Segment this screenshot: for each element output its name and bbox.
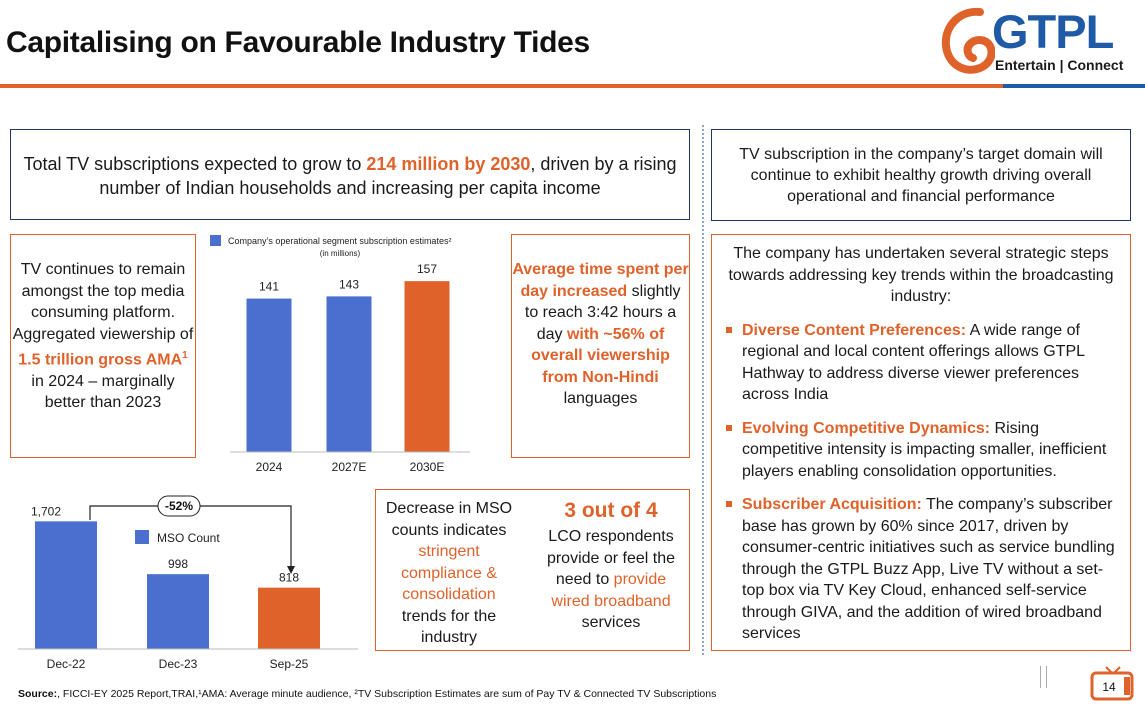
footer-rule bbox=[1046, 666, 1047, 688]
source-note: Source:, FICCI-EY 2025 Report,TRAI,¹AMA:… bbox=[18, 688, 716, 700]
item-heading: Diverse Content Preferences: bbox=[742, 321, 967, 339]
logo-swirl-icon bbox=[940, 6, 996, 76]
strategic-list: Diverse Content Preferences: A wide rang… bbox=[722, 320, 1120, 645]
header-rule-blue bbox=[1003, 84, 1145, 88]
chart-title: Company’s operational segment subscripti… bbox=[228, 236, 451, 246]
change-label: -52% bbox=[165, 499, 193, 513]
viewership-box: TV continues to remain amongst the top m… bbox=[10, 234, 196, 458]
data-label: 1,702 bbox=[31, 504, 61, 518]
viewership-text: TV continues to remain amongst the top m… bbox=[12, 261, 194, 343]
list-item: Evolving Competitive Dynamics: Rising co… bbox=[722, 418, 1120, 483]
tick-label: Dec-23 bbox=[159, 657, 198, 671]
item-body: The company’s subscriber base has grown … bbox=[742, 496, 1115, 642]
item-heading: Subscriber Acquisition: bbox=[742, 496, 922, 513]
lco-stat: 3 out of 4 bbox=[564, 499, 658, 522]
header-rule-orange bbox=[0, 84, 1003, 88]
bar bbox=[246, 298, 292, 452]
mso-lco-box: Decrease in MSO counts indicates stringe… bbox=[375, 489, 690, 651]
mso-text-start: Decrease in MSO counts indicates bbox=[385, 500, 513, 539]
tick-label: Sep-25 bbox=[270, 657, 309, 671]
mso-highlight: stringent compliance & consolidation bbox=[400, 543, 498, 603]
headline-box: Total TV subscriptions expected to grow … bbox=[10, 129, 690, 220]
tick-label: 2027E bbox=[332, 460, 367, 474]
strategic-intro: The company has undertaken several strat… bbox=[728, 245, 1114, 305]
footnote-marker: 1 bbox=[182, 350, 188, 361]
headline-text: Total TV subscriptions expected to grow … bbox=[23, 154, 367, 174]
right-summary-text: TV subscription in the company’s target … bbox=[739, 146, 1103, 205]
arrowhead-icon bbox=[287, 566, 295, 574]
mso-count-chart: MSO Count 1,702 Dec-22 998 Dec-23 818 Sep-25 … bbox=[8, 488, 370, 678]
list-item: Diverse Content Preferences: A wide rang… bbox=[722, 320, 1120, 406]
tick-label: Dec-22 bbox=[47, 657, 86, 671]
tv-icon bbox=[1090, 671, 1134, 701]
tv-panel-icon bbox=[1124, 677, 1130, 695]
non-hindi-highlight: with ~56% of overall viewership from Non… bbox=[531, 325, 670, 386]
bar bbox=[147, 574, 209, 649]
item-heading: Evolving Competitive Dynamics: bbox=[742, 419, 991, 437]
item-body: A wide range of regional and local conte… bbox=[742, 321, 1085, 404]
time-spent-highlight: Average time spent per day increased bbox=[512, 261, 689, 300]
legend-label: MSO Count bbox=[157, 531, 220, 545]
logo: GTPL bbox=[992, 5, 1114, 58]
chart-subtitle: (in millions) bbox=[320, 249, 361, 258]
mso-text-end: trends for the industry bbox=[401, 607, 497, 647]
bar bbox=[258, 587, 320, 649]
headline-text-end: , driven by a rising number of Indian ho… bbox=[99, 154, 677, 198]
data-label: 818 bbox=[279, 571, 299, 585]
item-body: Rising competitive intensity is impactin… bbox=[742, 419, 1107, 480]
page-number: 14 bbox=[1102, 680, 1116, 694]
page-number-badge: 14 bbox=[1090, 665, 1140, 701]
time-spent-text: slightly to reach 3:42 hours a day bbox=[524, 282, 681, 343]
bar bbox=[326, 296, 372, 452]
lco-text: 3 out of 4 LCO respondents provide or fe… bbox=[536, 498, 686, 634]
column-divider bbox=[702, 125, 704, 655]
viewership-highlight: 1.5 trillion gross AMA bbox=[18, 351, 183, 369]
bar bbox=[35, 521, 97, 649]
list-item: Subscriber Acquisition: The company’s su… bbox=[722, 494, 1120, 645]
data-label: 141 bbox=[259, 280, 279, 294]
tick-label: 2024 bbox=[256, 460, 283, 474]
footer-rule bbox=[1040, 666, 1041, 688]
change-badge bbox=[157, 495, 201, 517]
mso-text: Decrease in MSO counts indicates stringe… bbox=[384, 498, 514, 649]
lco-text-start: LCO respondents provide or feel the need… bbox=[546, 528, 676, 588]
viewership-text-end: in 2024 – marginally better than 2023 bbox=[31, 372, 175, 412]
subscription-chart: Company’s operational segment subscripti… bbox=[200, 228, 500, 478]
headline-highlight: 214 million by 2030 bbox=[366, 154, 531, 174]
data-label: 998 bbox=[168, 557, 188, 571]
lco-highlight: provide wired broadband bbox=[551, 571, 671, 610]
strategic-steps-box: The company has undertaken several strat… bbox=[711, 234, 1131, 651]
source-label: Source: bbox=[18, 688, 58, 700]
time-spent-text-end: languages bbox=[563, 390, 638, 407]
lco-text-end: services bbox=[581, 614, 641, 631]
data-label: 143 bbox=[339, 277, 359, 291]
page-title: Capitalising on Favourable Industry Tide… bbox=[6, 26, 590, 59]
legend-swatch bbox=[210, 235, 221, 246]
logo-tagline: Entertain | Connect bbox=[995, 57, 1124, 73]
data-label: 157 bbox=[417, 262, 437, 276]
legend-swatch bbox=[135, 530, 149, 544]
tick-label: 2030E bbox=[410, 460, 445, 474]
bar bbox=[404, 281, 450, 452]
time-spent-box: Average time spent per day increased sli… bbox=[511, 234, 690, 458]
right-summary-box: TV subscription in the company’s target … bbox=[711, 129, 1131, 221]
source-text: , FICCI-EY 2025 Report,TRAI,¹AMA: Averag… bbox=[57, 688, 717, 700]
